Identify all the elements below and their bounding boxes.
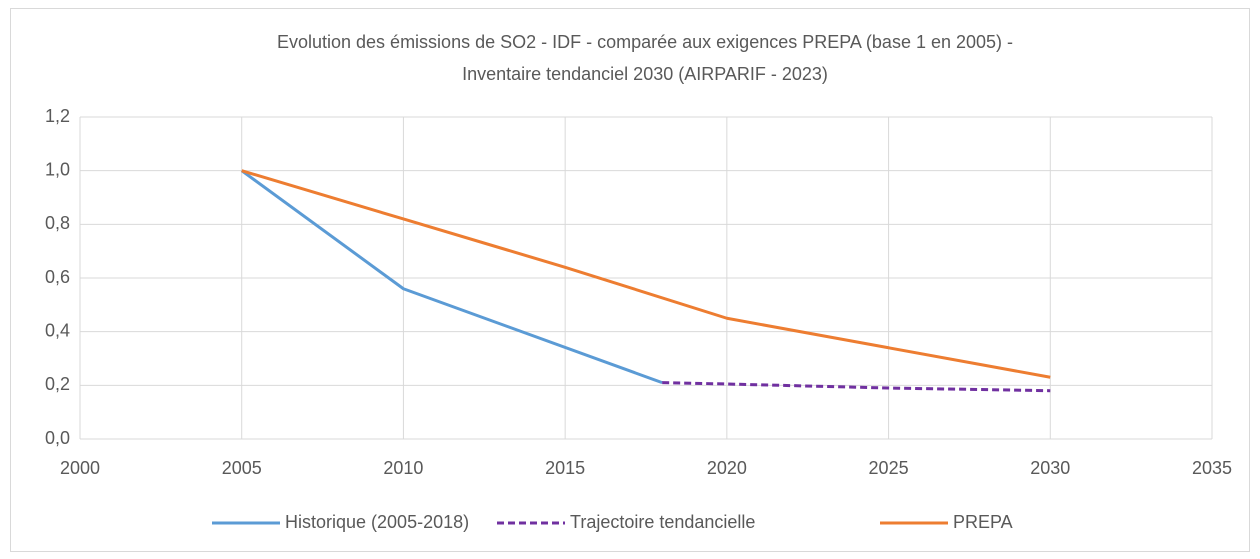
y-tick-label: 1,2 xyxy=(45,106,70,126)
x-tick-label: 2000 xyxy=(60,458,100,478)
y-tick-label: 0,8 xyxy=(45,213,70,233)
x-tick-label: 2035 xyxy=(1192,458,1232,478)
x-tick-label: 2005 xyxy=(222,458,262,478)
legend-label: Trajectoire tendancielle xyxy=(570,512,755,532)
legend-label: Historique (2005-2018) xyxy=(285,512,469,532)
y-tick-label: 0,6 xyxy=(45,267,70,287)
chart-title: Evolution des émissions de SO2 - IDF - c… xyxy=(277,32,1013,52)
series-line xyxy=(240,169,663,385)
y-tick-label: 0,4 xyxy=(45,320,70,340)
series-line xyxy=(241,169,1051,379)
y-tick-label: 0,0 xyxy=(45,428,70,448)
legend-label: PREPA xyxy=(953,512,1013,532)
x-tick-label: 2010 xyxy=(383,458,423,478)
y-tick-label: 1,0 xyxy=(45,159,70,179)
x-tick-label: 2025 xyxy=(869,458,909,478)
y-tick-label: 0,2 xyxy=(45,374,70,394)
x-tick-label: 2020 xyxy=(707,458,747,478)
x-tick-label: 2030 xyxy=(1030,458,1070,478)
series-line xyxy=(662,381,1051,393)
chart-frame xyxy=(10,8,1250,552)
x-tick-label: 2015 xyxy=(545,458,585,478)
chart-subtitle: Inventaire tendanciel 2030 (AIRPARIF - 2… xyxy=(462,64,828,84)
